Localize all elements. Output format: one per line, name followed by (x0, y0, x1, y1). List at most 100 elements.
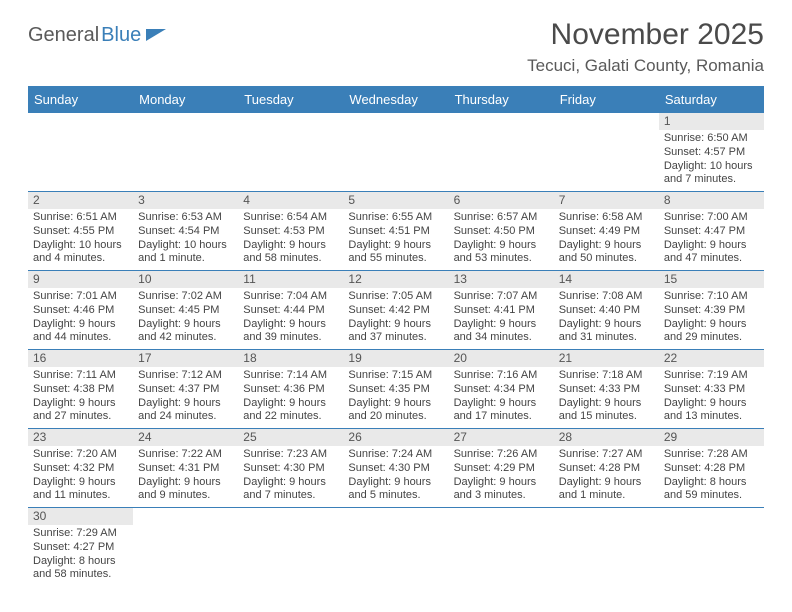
daylight-line-2: and 58 minutes. (243, 252, 338, 266)
day-cell: 25Sunrise: 7:23 AMSunset: 4:30 PMDayligh… (238, 429, 343, 507)
day-number: 24 (133, 429, 238, 446)
day-cell: 20Sunrise: 7:16 AMSunset: 4:34 PMDayligh… (449, 350, 554, 428)
day-number: 27 (449, 429, 554, 446)
daylight-line-2: and 1 minute. (559, 489, 654, 503)
day-cell: 18Sunrise: 7:14 AMSunset: 4:36 PMDayligh… (238, 350, 343, 428)
sunrise-line: Sunrise: 6:51 AM (33, 211, 128, 225)
daylight-line-1: Daylight: 9 hours (454, 397, 549, 411)
daylight-line-1: Daylight: 9 hours (33, 476, 128, 490)
sunset-line: Sunset: 4:34 PM (454, 383, 549, 397)
sunrise-line: Sunrise: 7:10 AM (664, 290, 759, 304)
day-cell-empty (449, 508, 554, 586)
sunrise-line: Sunrise: 7:00 AM (664, 211, 759, 225)
sunset-line: Sunset: 4:28 PM (664, 462, 759, 476)
sunset-line: Sunset: 4:27 PM (33, 541, 128, 555)
daylight-line-2: and 53 minutes. (454, 252, 549, 266)
day-cell: 11Sunrise: 7:04 AMSunset: 4:44 PMDayligh… (238, 271, 343, 349)
sunset-line: Sunset: 4:45 PM (138, 304, 233, 318)
brand-logo: GeneralBlue (28, 24, 168, 47)
sunset-line: Sunset: 4:41 PM (454, 304, 549, 318)
day-cell: 3Sunrise: 6:53 AMSunset: 4:54 PMDaylight… (133, 192, 238, 270)
weeks-container: 1Sunrise: 6:50 AMSunset: 4:57 PMDaylight… (28, 113, 764, 586)
day-header: Wednesday (343, 86, 448, 113)
day-cell-empty (343, 508, 448, 586)
brand-general-text: General (28, 24, 99, 47)
sunrise-line: Sunrise: 7:02 AM (138, 290, 233, 304)
day-cell-empty (659, 508, 764, 586)
day-cell-empty (133, 508, 238, 586)
daylight-line-1: Daylight: 9 hours (559, 239, 654, 253)
day-header: Tuesday (238, 86, 343, 113)
daylight-line-2: and 7 minutes. (243, 489, 338, 503)
sunset-line: Sunset: 4:32 PM (33, 462, 128, 476)
location-text: Tecuci, Galati County, Romania (527, 56, 764, 76)
day-number: 15 (659, 271, 764, 288)
day-number: 8 (659, 192, 764, 209)
sunrise-line: Sunrise: 7:14 AM (243, 369, 338, 383)
sunrise-line: Sunrise: 7:23 AM (243, 448, 338, 462)
daylight-line-1: Daylight: 9 hours (243, 239, 338, 253)
day-number: 9 (28, 271, 133, 288)
daylight-line-2: and 55 minutes. (348, 252, 443, 266)
daylight-line-2: and 5 minutes. (348, 489, 443, 503)
sunset-line: Sunset: 4:30 PM (348, 462, 443, 476)
day-header: Saturday (659, 86, 764, 113)
day-cell: 10Sunrise: 7:02 AMSunset: 4:45 PMDayligh… (133, 271, 238, 349)
sunrise-line: Sunrise: 7:07 AM (454, 290, 549, 304)
day-cell: 26Sunrise: 7:24 AMSunset: 4:30 PMDayligh… (343, 429, 448, 507)
day-cell-empty (238, 508, 343, 586)
daylight-line-2: and 58 minutes. (33, 568, 128, 582)
sunset-line: Sunset: 4:53 PM (243, 225, 338, 239)
daylight-line-2: and 9 minutes. (138, 489, 233, 503)
sunset-line: Sunset: 4:39 PM (664, 304, 759, 318)
sunrise-line: Sunrise: 7:20 AM (33, 448, 128, 462)
daylight-line-2: and 37 minutes. (348, 331, 443, 345)
sunset-line: Sunset: 4:38 PM (33, 383, 128, 397)
daylight-line-1: Daylight: 9 hours (243, 318, 338, 332)
day-number: 20 (449, 350, 554, 367)
day-number: 13 (449, 271, 554, 288)
day-number: 26 (343, 429, 448, 446)
day-cell: 17Sunrise: 7:12 AMSunset: 4:37 PMDayligh… (133, 350, 238, 428)
daylight-line-2: and 47 minutes. (664, 252, 759, 266)
daylight-line-1: Daylight: 9 hours (138, 397, 233, 411)
sunrise-line: Sunrise: 7:18 AM (559, 369, 654, 383)
sunset-line: Sunset: 4:37 PM (138, 383, 233, 397)
sunrise-line: Sunrise: 7:15 AM (348, 369, 443, 383)
week-row: 9Sunrise: 7:01 AMSunset: 4:46 PMDaylight… (28, 271, 764, 350)
daylight-line-1: Daylight: 9 hours (348, 318, 443, 332)
day-cell: 24Sunrise: 7:22 AMSunset: 4:31 PMDayligh… (133, 429, 238, 507)
daylight-line-1: Daylight: 9 hours (138, 476, 233, 490)
flag-icon (146, 27, 168, 43)
sunset-line: Sunset: 4:28 PM (559, 462, 654, 476)
sunset-line: Sunset: 4:42 PM (348, 304, 443, 318)
daylight-line-2: and 59 minutes. (664, 489, 759, 503)
day-number: 4 (238, 192, 343, 209)
daylight-line-2: and 17 minutes. (454, 410, 549, 424)
day-cell-empty (554, 113, 659, 191)
day-cell: 29Sunrise: 7:28 AMSunset: 4:28 PMDayligh… (659, 429, 764, 507)
daylight-line-1: Daylight: 9 hours (664, 397, 759, 411)
sunrise-line: Sunrise: 6:58 AM (559, 211, 654, 225)
sunset-line: Sunset: 4:33 PM (664, 383, 759, 397)
day-number: 19 (343, 350, 448, 367)
day-cell-empty (28, 113, 133, 191)
sunset-line: Sunset: 4:40 PM (559, 304, 654, 318)
day-cell: 28Sunrise: 7:27 AMSunset: 4:28 PMDayligh… (554, 429, 659, 507)
sunrise-line: Sunrise: 7:05 AM (348, 290, 443, 304)
daylight-line-1: Daylight: 9 hours (33, 397, 128, 411)
daylight-line-2: and 13 minutes. (664, 410, 759, 424)
daylight-line-1: Daylight: 9 hours (664, 239, 759, 253)
sunset-line: Sunset: 4:46 PM (33, 304, 128, 318)
sunrise-line: Sunrise: 6:55 AM (348, 211, 443, 225)
sunrise-line: Sunrise: 6:50 AM (664, 132, 759, 146)
daylight-line-1: Daylight: 10 hours (138, 239, 233, 253)
day-header-row: SundayMondayTuesdayWednesdayThursdayFrid… (28, 86, 764, 113)
week-row: 2Sunrise: 6:51 AMSunset: 4:55 PMDaylight… (28, 192, 764, 271)
day-number: 10 (133, 271, 238, 288)
day-cell: 7Sunrise: 6:58 AMSunset: 4:49 PMDaylight… (554, 192, 659, 270)
daylight-line-2: and 24 minutes. (138, 410, 233, 424)
daylight-line-2: and 27 minutes. (33, 410, 128, 424)
day-cell-empty (343, 113, 448, 191)
brand-blue-text: Blue (101, 24, 141, 47)
